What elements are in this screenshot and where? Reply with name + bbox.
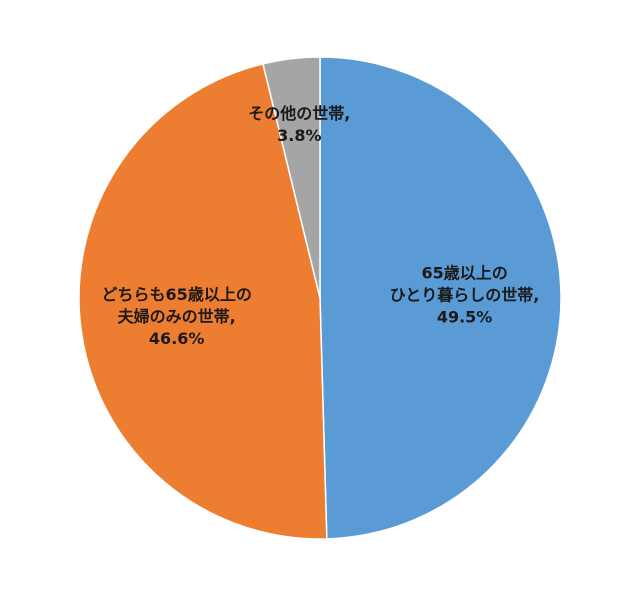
slice-label: どちらも65歳以上の — [102, 285, 252, 304]
slice-label: ひとり暮らしの世帯, — [390, 285, 540, 304]
pie-slice — [262, 56, 321, 299]
value-label: 46.6% — [149, 329, 205, 348]
pie-slice — [78, 62, 328, 540]
pie-slice — [319, 56, 562, 540]
slice-label: 夫婦のみの世帯, — [118, 307, 236, 326]
slice-label: その他の世帯, — [248, 104, 350, 123]
value-label: 49.5% — [437, 307, 493, 326]
slice-label: 65歳以上の — [421, 263, 507, 282]
value-label: 3.8% — [277, 126, 321, 145]
